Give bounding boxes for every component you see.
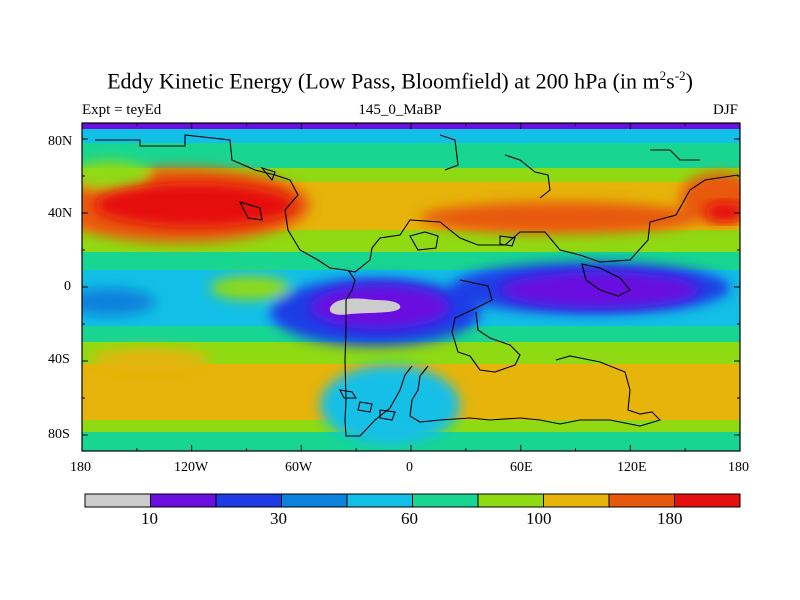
colorbar-swatch (477, 493, 544, 508)
lat-label-eq: 0 (64, 279, 71, 294)
lon-label-120e: 120E (617, 460, 647, 475)
lat-label-80n: 80N (48, 134, 73, 149)
case-label: 145_0_MaBP (358, 102, 442, 118)
colorbar-swatch (150, 493, 217, 508)
lon-label-60w: 60W (285, 460, 313, 475)
lon-label-180e: 180 (728, 460, 749, 475)
coastlines (95, 134, 739, 437)
colorbar-swatch (215, 493, 282, 508)
colorbar-label-100: 100 (526, 509, 552, 528)
colorbar-label-60: 60 (401, 509, 418, 528)
lat-label-40n: 40N (48, 206, 73, 221)
colorbar (84, 493, 741, 508)
lon-label-60e: 60E (510, 460, 533, 475)
colorbar-swatch (412, 493, 479, 508)
colorbar-swatch (84, 493, 151, 508)
experiment-label: Expt = teyEd (82, 102, 162, 118)
colorbar-label-180: 180 (657, 509, 683, 528)
lat-label-80s: 80S (48, 427, 70, 442)
season-label: DJF (712, 102, 738, 118)
lat-label-40s: 40S (48, 352, 70, 367)
plot-frame (81, 122, 741, 452)
colorbar-swatch (674, 493, 741, 508)
minimum-region (329, 298, 401, 315)
colorbar-swatch (608, 493, 675, 508)
lat-ticks (82, 138, 740, 436)
lon-label-180w: 180 (70, 460, 91, 475)
map-title: Eddy Kinetic Energy (Low Pass, Bloomfiel… (107, 68, 693, 94)
colorbar-swatch (281, 493, 348, 508)
colorbar-label-10: 10 (141, 509, 158, 528)
lon-label-120w: 120W (174, 460, 209, 475)
colorbar-swatch (543, 493, 610, 508)
colorbar-label-30: 30 (270, 509, 287, 528)
energy-field (82, 123, 740, 451)
colorbar-swatch (346, 493, 413, 508)
lon-ticks (81, 123, 741, 451)
lon-label-0: 0 (406, 460, 413, 475)
